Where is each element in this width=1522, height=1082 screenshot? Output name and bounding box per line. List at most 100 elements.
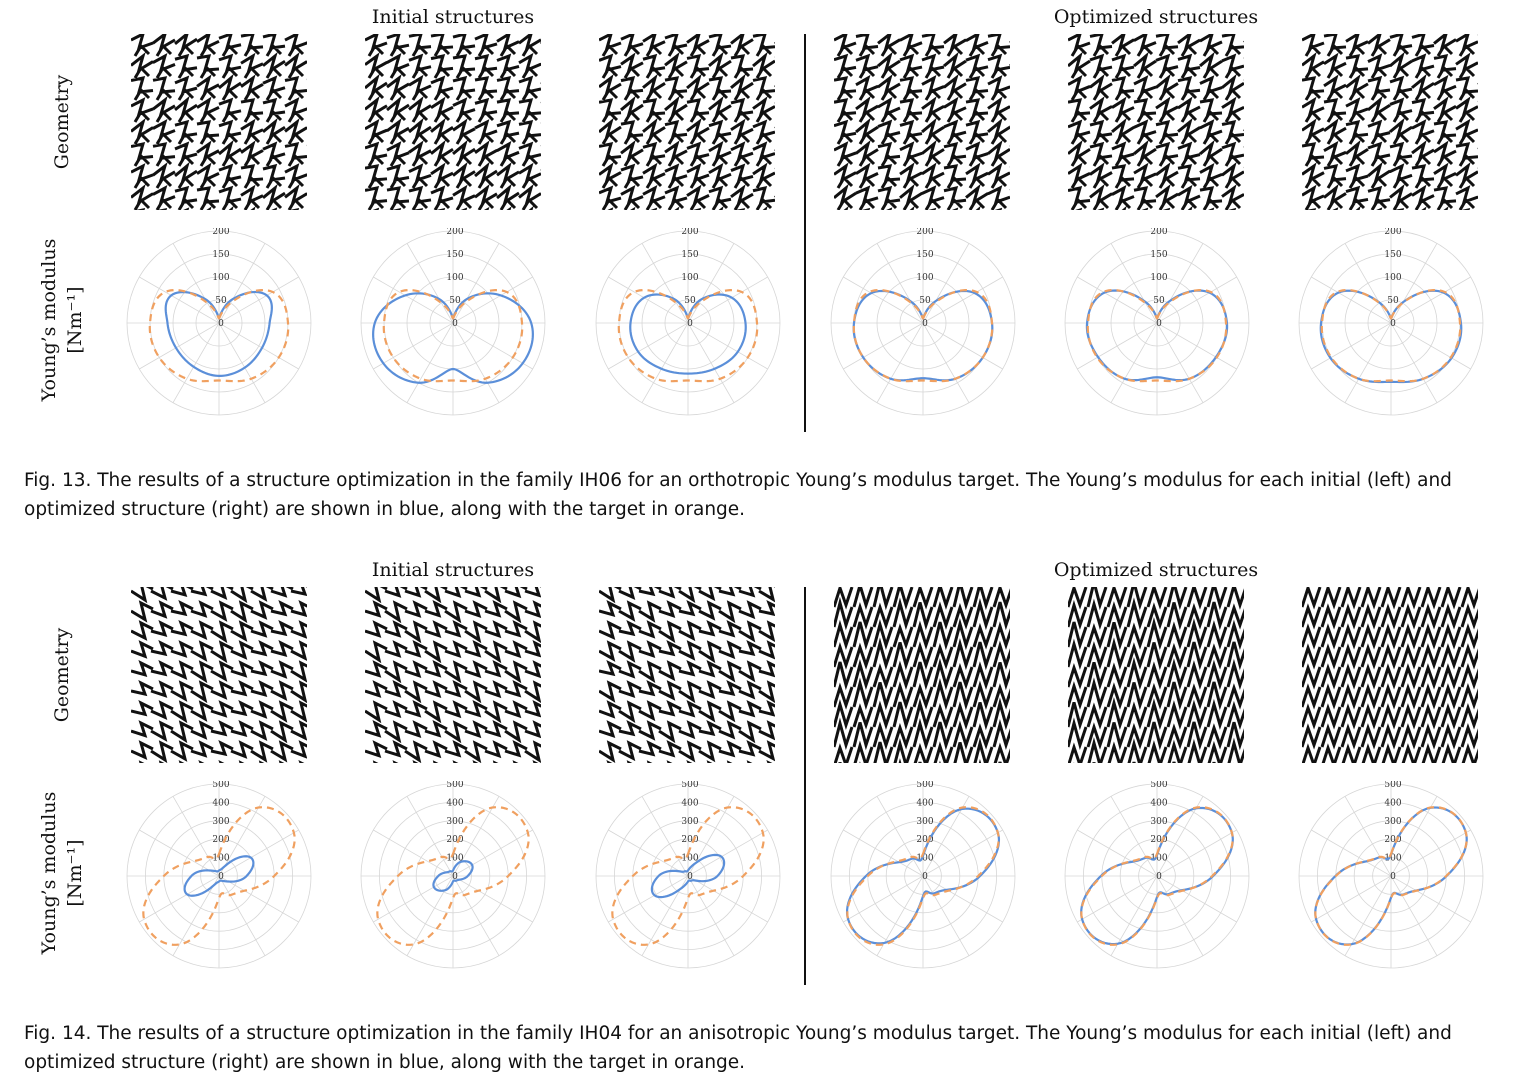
- lattice-struts: [599, 587, 775, 763]
- geometry-panel-optimized-2: [1068, 34, 1244, 210]
- geometry-row-label: Geometry: [51, 74, 73, 170]
- radial-tick-label: 400: [1384, 798, 1401, 808]
- radial-tick-label: 100: [1150, 854, 1167, 864]
- polar-plot-initial-3: 0 50 100 150 200: [593, 227, 783, 418]
- radial-tick-label: 100: [1150, 273, 1167, 283]
- youngs-modulus-unit: [Nm⁻¹]: [64, 286, 86, 354]
- radial-tick-label: 300: [446, 817, 463, 827]
- target-modulus-curve: [1314, 806, 1468, 946]
- measured-modulus-curve: [372, 292, 534, 384]
- geometry-panel-optimized-3: [1302, 34, 1478, 210]
- target-modulus-curve: [376, 806, 530, 946]
- radial-tick-label: 100: [681, 854, 698, 864]
- lattice-struts: [365, 34, 541, 210]
- lattice-drawing: [599, 34, 775, 210]
- geometry-panel-optimized-3: [1302, 587, 1478, 763]
- radial-tick-label: 200: [1150, 835, 1167, 845]
- radial-tick-label: 200: [1384, 228, 1401, 237]
- radial-tick-label: 50: [919, 296, 931, 306]
- target-modulus-curve: [148, 288, 290, 383]
- geometry-panel-initial-2: [365, 587, 541, 763]
- radial-tick-label: 0: [922, 319, 928, 329]
- geometry-panel-initial-3: [599, 34, 775, 210]
- polar-plot-svg: 0 50 100 150 200: [1064, 227, 1250, 416]
- measured-modulus-curve: [164, 290, 273, 378]
- polar-plot-optimized-3: 0 50 100 150 200: [1296, 227, 1486, 418]
- radial-tick-label: 50: [1153, 296, 1165, 306]
- grid-spoke: [1077, 829, 1237, 923]
- polar-plot-svg: 0 50 100 150 200: [1298, 227, 1484, 416]
- polar-plot-svg: 0 100 200 300 400 500: [1064, 780, 1250, 969]
- lattice-drawing: [1068, 34, 1244, 210]
- geometry-panel-optimized-1: [834, 587, 1010, 763]
- measured-modulus-curve: [852, 289, 994, 382]
- youngs-modulus-label-text: Young’s modulus: [38, 791, 60, 955]
- radial-tick-label: 300: [212, 817, 229, 827]
- target-modulus-curve: [142, 806, 296, 946]
- optimized-structures-title: Optimized structures: [1053, 559, 1259, 581]
- geometry-panel-optimized-2: [1068, 587, 1244, 763]
- lattice-struts: [131, 587, 307, 763]
- youngs-modulus-row-label: Young’s modulus [Nm⁻¹]: [36, 763, 88, 983]
- geometry-panel-initial-3: [599, 587, 775, 763]
- lattice-struts: [365, 587, 541, 763]
- measured-modulus-curve: [432, 860, 474, 892]
- initial-structures-title: Initial structures: [371, 6, 535, 28]
- grid-spoke: [843, 829, 1003, 923]
- radial-tick-label: 150: [446, 250, 463, 260]
- figure-caption: Fig. 14. The results of a structure opti…: [24, 1023, 1452, 1073]
- polar-plot-optimized-2: 0 100 200 300 400 500: [1062, 780, 1252, 971]
- lattice-struts: [834, 587, 1010, 763]
- measured-modulus-curve: [650, 853, 726, 899]
- radial-tick-label: 150: [1150, 250, 1167, 260]
- polar-plot-svg: 0 50 100 150 200: [126, 227, 312, 416]
- radial-tick-label: 500: [916, 781, 933, 790]
- lattice-drawing: [599, 587, 775, 763]
- radial-tick-label: 100: [916, 854, 933, 864]
- target-modulus-curve: [1086, 288, 1228, 383]
- geometry-panel-optimized-1: [834, 34, 1010, 210]
- polar-plot-svg: 0 100 200 300 400 500: [595, 780, 781, 969]
- radial-tick-label: 200: [681, 228, 698, 237]
- grid-spoke: [608, 829, 768, 923]
- optimized-structures-title: Optimized structures: [1053, 6, 1259, 28]
- lattice-drawing: [365, 34, 541, 210]
- radial-tick-label: 150: [1384, 250, 1401, 260]
- target-modulus-curve: [617, 288, 759, 383]
- lattice-drawing: [131, 587, 307, 763]
- radial-tick-label: 500: [681, 781, 698, 790]
- radial-tick-label: 200: [916, 835, 933, 845]
- radial-tick-label: 500: [1384, 781, 1401, 790]
- radial-tick-label: 100: [681, 273, 698, 283]
- initial-optimized-divider: [804, 587, 806, 985]
- radial-tick-label: 100: [212, 273, 229, 283]
- polar-plot-optimized-2: 0 50 100 150 200: [1062, 227, 1252, 418]
- radial-tick-label: 0: [452, 319, 458, 329]
- polar-plot-svg: 0 50 100 150 200: [595, 227, 781, 416]
- radial-tick-label: 400: [212, 798, 229, 808]
- target-modulus-curve: [611, 806, 765, 946]
- target-modulus-curve: [852, 288, 994, 383]
- lattice-struts: [1068, 587, 1244, 763]
- radial-tick-label: 50: [684, 296, 696, 306]
- lattice-drawing: [365, 587, 541, 763]
- lattice-drawing: [1302, 34, 1478, 210]
- radial-tick-label: 50: [215, 296, 227, 306]
- radial-tick-label: 50: [449, 296, 461, 306]
- radial-tick-label: 100: [1384, 273, 1401, 283]
- radial-tick-label: 200: [1384, 835, 1401, 845]
- target-modulus-curve: [1320, 288, 1462, 383]
- polar-plot-initial-1: 0 50 100 150 200: [124, 227, 314, 418]
- youngs-modulus-label-text: Young’s modulus: [38, 238, 60, 402]
- lattice-struts: [599, 34, 775, 210]
- radial-tick-label: 200: [681, 835, 698, 845]
- radial-tick-label: 200: [446, 228, 463, 237]
- youngs-modulus-row-label: Young’s modulus [Nm⁻¹]: [36, 210, 88, 430]
- radial-tick-label: 0: [1390, 872, 1396, 882]
- radial-tick-label: 0: [922, 872, 928, 882]
- radial-tick-label: 0: [218, 319, 224, 329]
- radial-tick-label: 50: [1387, 296, 1399, 306]
- geometry-panel-initial-2: [365, 34, 541, 210]
- radial-tick-label: 0: [218, 872, 224, 882]
- polar-plot-initial-3: 0 100 200 300 400 500: [593, 780, 783, 971]
